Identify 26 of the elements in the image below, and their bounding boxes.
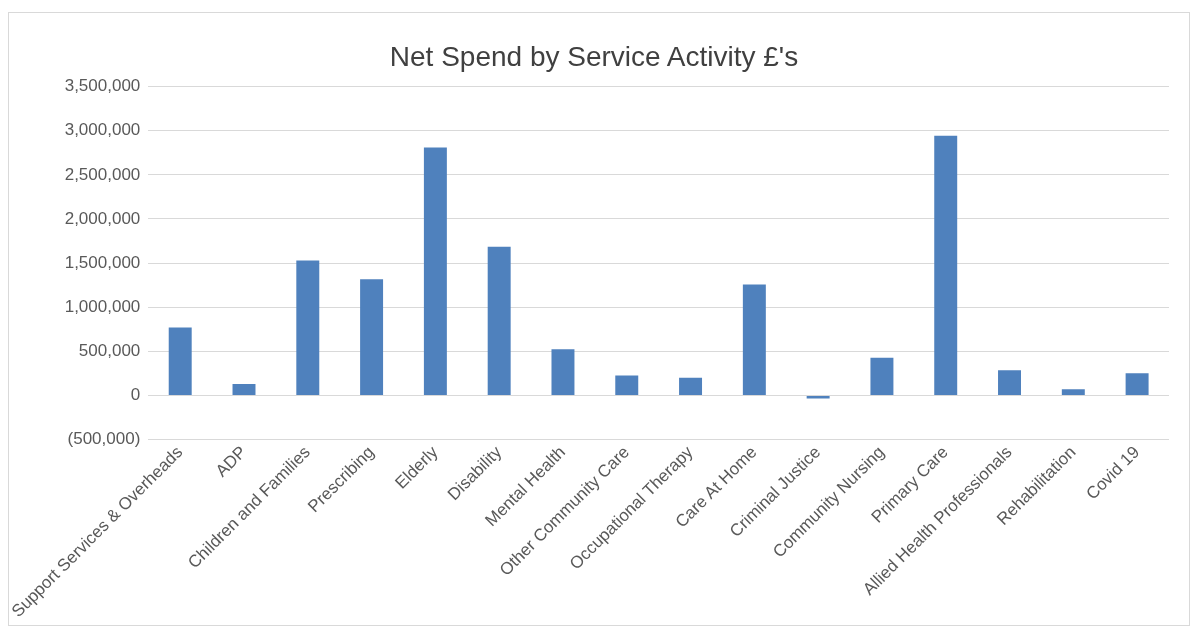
bar: [487, 246, 511, 395]
bar: [615, 375, 639, 395]
bar: [296, 260, 320, 395]
bar: [232, 383, 256, 395]
bar: [1061, 389, 1085, 395]
bar: [998, 370, 1021, 395]
bar: [870, 357, 894, 395]
bar: [679, 377, 703, 395]
bar: [423, 147, 447, 395]
y-tick-label: 3,500,000: [64, 76, 141, 96]
y-tick-label: (500,000): [67, 429, 141, 449]
bar: [1125, 373, 1149, 395]
y-tick-label: 3,000,000: [64, 120, 141, 140]
bar: [742, 284, 766, 395]
y-tick-label: 2,500,000: [64, 164, 141, 184]
y-tick-label: 500,000: [78, 340, 141, 360]
bar: [168, 327, 192, 395]
bar: [806, 395, 830, 399]
y-tick-label: 1,000,000: [64, 296, 141, 316]
chart-title: Net Spend by Service Activity £'s: [389, 40, 799, 72]
bar: [551, 349, 575, 395]
bar: [360, 279, 384, 395]
y-tick-label: 2,000,000: [64, 208, 141, 228]
y-tick-label: 1,500,000: [64, 252, 141, 272]
y-tick-label: 0: [130, 385, 141, 405]
bar: [934, 135, 958, 395]
